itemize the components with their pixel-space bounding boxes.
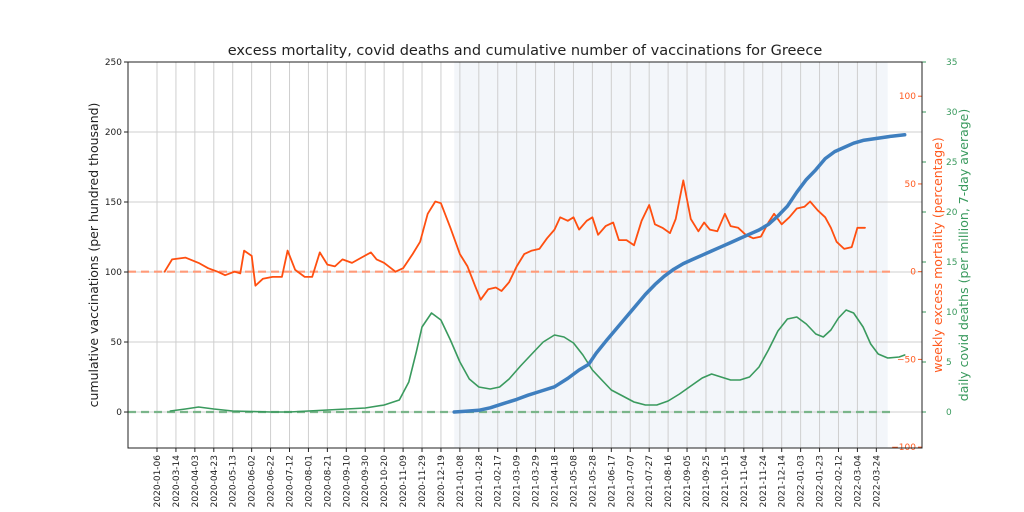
green-y-tick-label: 20: [946, 208, 958, 218]
x-tick-label: 2020-01-06: [153, 455, 163, 508]
axes-layer: 2020-01-06 2020-03-14 2020-04-03 2020-04-23…: [105, 58, 958, 507]
x-tick-label: 2022-01-23: [816, 455, 826, 507]
orange-y-tick-label: −50: [897, 355, 916, 365]
x-tick-label: 2020-04-03: [191, 455, 201, 507]
x-tick-label: 2020-08-01: [304, 455, 314, 507]
orange-y-tick-label: 100: [899, 92, 916, 102]
x-tick-label: 2021-06-17: [607, 455, 617, 507]
x-tick-label: 2020-03-14: [172, 455, 182, 508]
orange-y-tick-label: 0: [910, 268, 916, 278]
x-tick-label: 2020-11-29: [418, 455, 428, 508]
shaded-vaccination-period: [454, 62, 888, 448]
x-tick-label: 2021-09-05: [683, 455, 693, 507]
reference-lines: [128, 270, 890, 414]
x-tick-label: 2021-08-16: [664, 455, 674, 508]
x-tick-label: 2020-06-02: [248, 455, 258, 507]
shade-layer: [454, 62, 888, 448]
x-tick-label: 2020-09-30: [361, 455, 371, 508]
x-tick-label: 2020-04-23: [210, 455, 220, 507]
x-tick-label: 2021-02-17: [494, 455, 504, 507]
x-tick-label: 2020-05-13: [229, 455, 239, 507]
series-layer: [163, 133, 907, 414]
chart-title: excess mortality, covid deaths and cumul…: [228, 43, 823, 59]
left-y-tick-label: 0: [116, 408, 122, 418]
x-tick-label: 2021-09-25: [702, 455, 712, 507]
x-tick-label: 2020-09-10: [342, 455, 352, 508]
plot-frame: [127, 61, 923, 449]
x-tick-label: 2020-11-09: [399, 455, 409, 508]
series-left-line: [452, 133, 907, 414]
green-y-tick-label: 25: [946, 158, 957, 168]
left-axis-label: cumulative vaccinations (per hundred tho…: [86, 103, 101, 408]
x-tick-label: 2021-10-15: [721, 455, 731, 507]
green-y-tick-label: 35: [946, 58, 957, 68]
x-tick-label: 2022-03-24: [872, 455, 882, 508]
left-y-tick-label: 200: [105, 128, 122, 138]
x-tick-label: 2021-05-08: [569, 455, 579, 508]
x-tick-label: 2021-04-18: [551, 455, 561, 508]
green-y-tick-label: 30: [946, 108, 958, 118]
green-y-tick-label: 15: [946, 258, 957, 268]
x-tick-label: 2021-07-27: [645, 455, 655, 507]
orange-y-tick-label: 50: [905, 180, 917, 190]
x-tick-label: 2021-03-29: [532, 455, 542, 508]
x-tick-label: 2022-02-12: [834, 455, 844, 507]
x-tick-label: 2020-06-22: [267, 455, 277, 507]
left-y-tick-label: 250: [105, 58, 122, 68]
x-tick-label: 2021-05-28: [588, 455, 598, 508]
x-tick-label: 2021-07-07: [626, 455, 636, 507]
left-y-tick-label: 100: [105, 268, 122, 278]
x-tick-label: 2020-12-19: [437, 455, 447, 508]
green-y-tick-label: 0: [946, 408, 952, 418]
series-right_green-line: [169, 309, 906, 413]
right-green-axis-label: daily covid deaths (per million, 7-day a…: [956, 109, 971, 401]
right-orange-axis-label: weekly excess mortality (percentage): [930, 137, 945, 373]
x-tick-label: 2021-12-14: [778, 455, 788, 508]
x-tick-label: 2020-10-20: [380, 455, 390, 508]
left-y-tick-label: 150: [105, 198, 122, 208]
green-y-tick-label: 10: [946, 308, 958, 318]
grid-layer: [128, 61, 922, 448]
x-tick-label: 2021-11-24: [759, 455, 769, 508]
x-tick-label: 2022-01-03: [797, 455, 807, 507]
x-tick-label: 2020-08-21: [323, 455, 333, 507]
x-tick-label: 2020-07-12: [286, 455, 296, 507]
green-y-tick-label: 5: [946, 358, 952, 368]
series-right_orange-line: [163, 179, 866, 301]
x-tick-label: 2021-01-08: [456, 455, 466, 508]
x-tick-label: 2021-01-28: [475, 455, 485, 508]
left-y-tick-label: 50: [111, 338, 123, 348]
x-tick-label: 2022-03-04: [853, 455, 863, 508]
x-tick-label: 2021-11-04: [740, 455, 750, 508]
x-tick-label: 2021-03-09: [513, 455, 523, 508]
